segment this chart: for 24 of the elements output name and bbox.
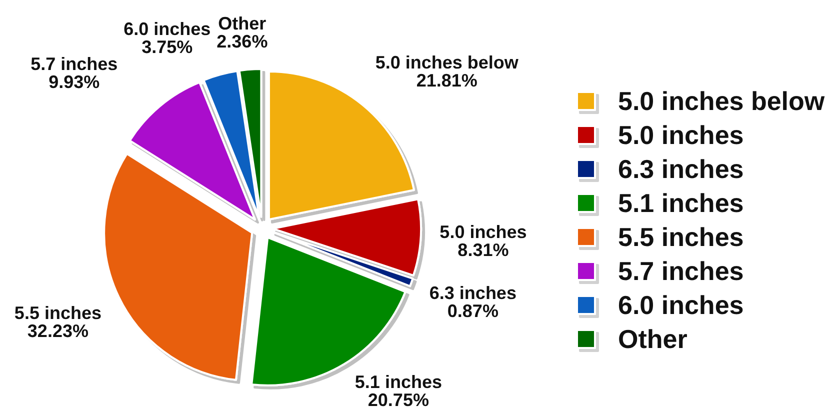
data-label: 20.75%: [368, 390, 429, 410]
legend-label: 6.0 inches: [618, 290, 744, 320]
data-label: 2.36%: [216, 31, 268, 52]
slice-label: 5.1 inches: [354, 372, 442, 392]
data-label: 21.81%: [416, 70, 478, 91]
slice-label: 5.7 inches: [30, 54, 118, 74]
legend-label: 5.0 inches: [618, 120, 744, 150]
data-label: 0.87%: [447, 300, 498, 321]
slice-label: 5.0 inches below: [375, 52, 520, 73]
legend-label: 5.5 inches: [618, 222, 744, 252]
slice-label: 5.0 inches: [440, 222, 527, 242]
slice-label: 5.5 inches: [14, 302, 102, 323]
data-label: 8.31%: [458, 240, 509, 260]
data-label: 32.23%: [27, 320, 88, 341]
legend-label: 5.0 inches below: [618, 86, 826, 116]
legend-label: 6.3 inches: [618, 154, 744, 184]
data-label: 3.75%: [142, 37, 193, 58]
legend-label: 5.1 inches: [618, 188, 744, 218]
slice-label: 6.0 inches: [124, 19, 211, 40]
data-label: 9.93%: [48, 72, 100, 92]
slice-label: 6.3 inches: [429, 282, 516, 303]
legend-label: Other: [618, 324, 688, 354]
slice-label: Other: [218, 13, 266, 34]
legend-label: 5.7 inches: [618, 256, 744, 286]
